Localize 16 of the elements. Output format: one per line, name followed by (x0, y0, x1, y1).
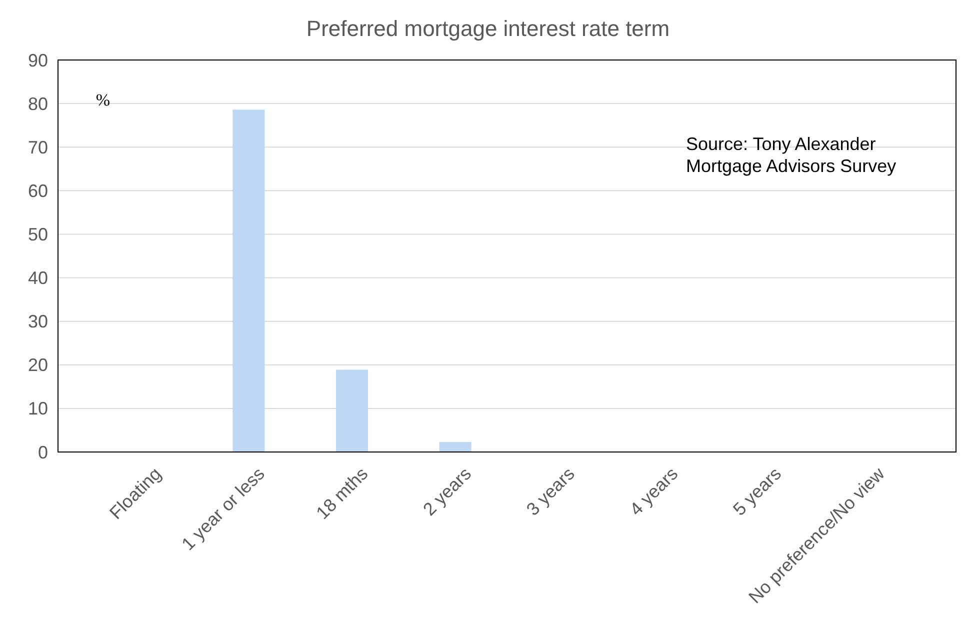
y-tick-label: 70 (28, 137, 48, 158)
y-tick-label: 90 (28, 50, 48, 70)
y-tick-label: 80 (28, 94, 48, 114)
y-tick-label: 50 (28, 224, 48, 245)
y-tick-label: 30 (28, 312, 48, 332)
y-axis-title: % (96, 90, 110, 110)
y-tick-label: 40 (28, 268, 48, 288)
annotation: Source: Tony Alexander Mortgage Advisors Survey (686, 134, 896, 176)
y-tick-label: 60 (28, 180, 48, 201)
y-tick-label: 10 (28, 398, 48, 419)
bar (232, 110, 265, 452)
bar (336, 370, 368, 452)
bar (439, 442, 472, 452)
y-tick-label: 20 (28, 355, 48, 376)
y-tick-label: 0 (38, 442, 48, 462)
chart-title: Preferred mortgage interest rate term (306, 16, 670, 41)
